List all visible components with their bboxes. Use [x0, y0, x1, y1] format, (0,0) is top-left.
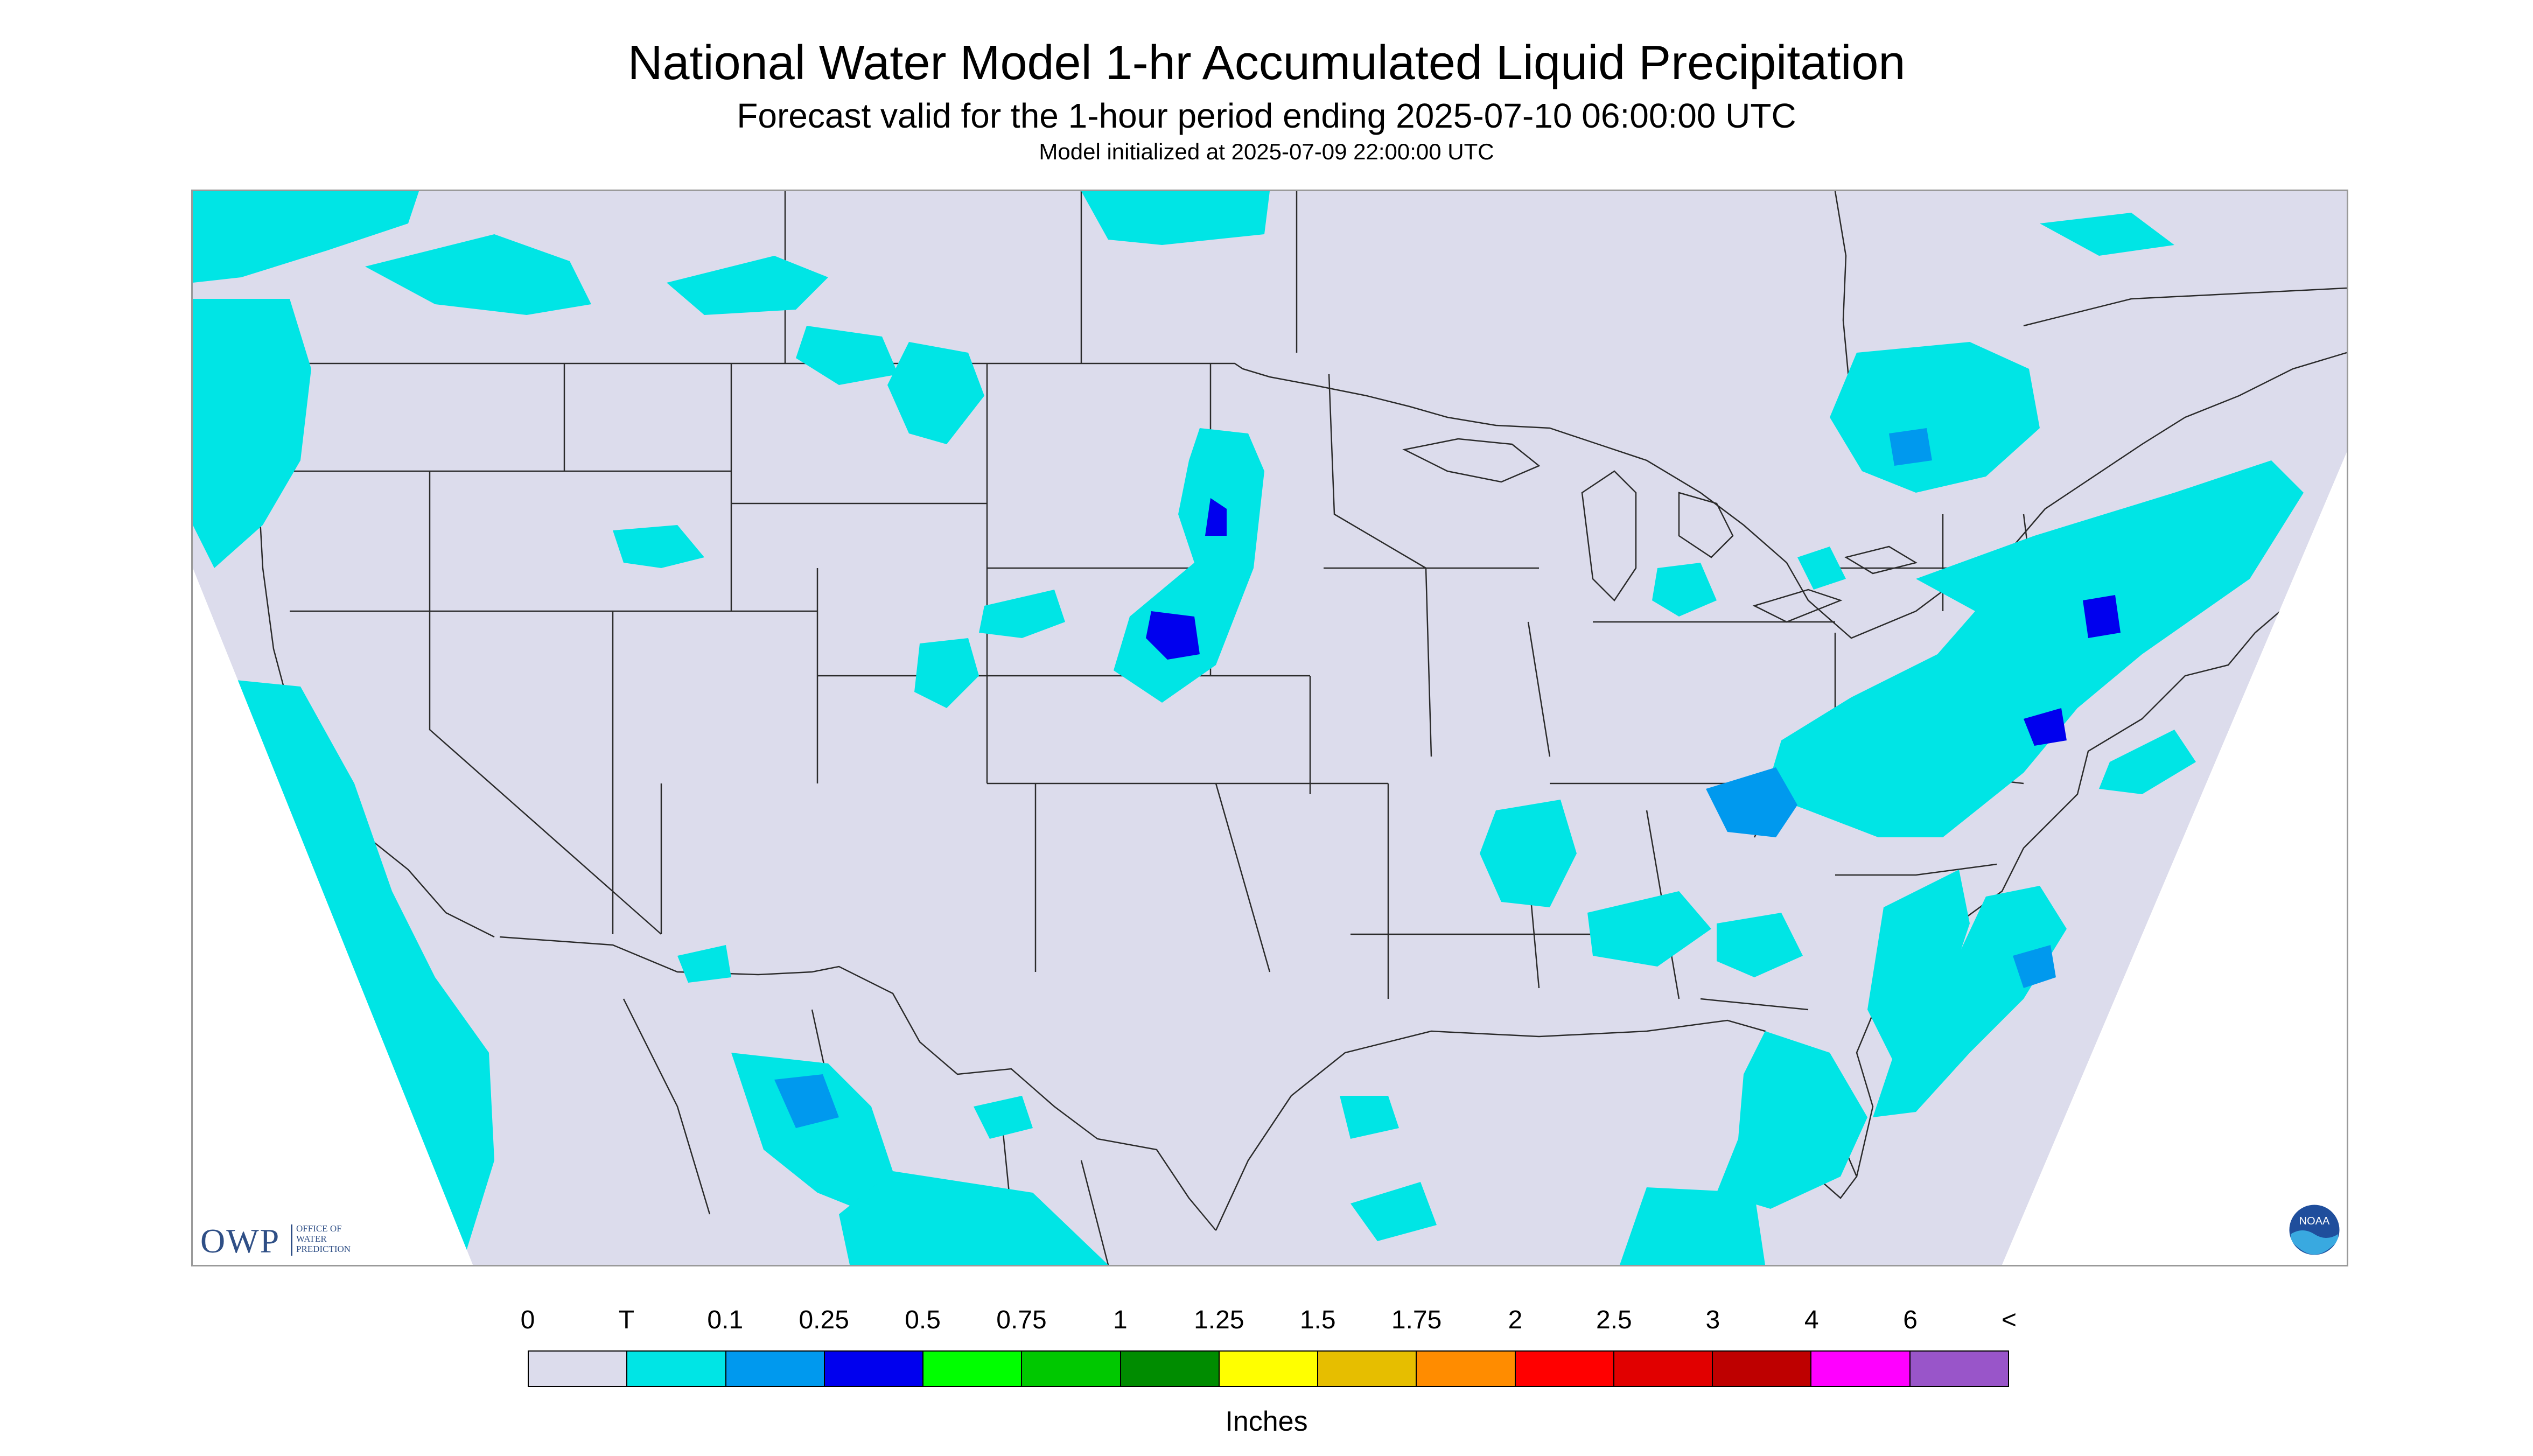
- precip-area: [1205, 498, 1227, 536]
- legend-tick-label: 2.5: [1596, 1306, 1632, 1334]
- legend-swatch: [1219, 1352, 1319, 1386]
- precip-area: [731, 1053, 893, 1214]
- legend-tick-label: 4: [1804, 1306, 1819, 1334]
- legend-swatch: [1910, 1352, 2008, 1386]
- noaa-logo: NOAA: [2287, 1203, 2341, 1257]
- map-canvas: [193, 191, 2347, 1265]
- precip-area: [1717, 913, 1803, 977]
- noaa-logo-text: NOAA: [2299, 1215, 2330, 1227]
- legend-swatch: [726, 1352, 825, 1386]
- precip-area: [1873, 886, 2067, 1117]
- east-coast: [1856, 567, 2347, 1177]
- precipitation-map: [191, 190, 2348, 1266]
- legend-tick-label: <: [2001, 1306, 2017, 1334]
- precip-area: [979, 590, 1065, 638]
- legend-swatch: [1713, 1352, 1812, 1386]
- precip-area: [796, 326, 898, 385]
- legend-swatch: [1417, 1352, 1516, 1386]
- outside-domain-right: [2002, 452, 2347, 1265]
- map-title: National Water Model 1-hr Accumulated Li…: [627, 36, 1906, 90]
- owp-logo-text: OWP: [200, 1222, 281, 1260]
- precip-area: [677, 945, 731, 983]
- precip-area: [667, 256, 828, 315]
- legend-tick-label: 0.5: [905, 1306, 941, 1334]
- forecast-valid-subtitle: Forecast valid for the 1-hour period end…: [737, 96, 1796, 135]
- legend-tick-label: 0.1: [707, 1306, 744, 1334]
- precip-area: [2013, 945, 2056, 988]
- precip-area: [974, 1096, 1033, 1139]
- gulf-coast: [1215, 1019, 1858, 1231]
- precip-area: [839, 1171, 1108, 1265]
- precip-area: [887, 342, 984, 444]
- legend-tick-label: 3: [1705, 1306, 1720, 1334]
- precip-area: [1889, 428, 1932, 466]
- legend-swatch: [1811, 1352, 1911, 1386]
- legend-tick-label: 6: [1903, 1306, 1918, 1334]
- precip-area: [1081, 191, 1270, 245]
- legend-swatch: [923, 1352, 1023, 1386]
- owp-logo-subtext: OFFICE OF WATER PREDICTION: [296, 1223, 351, 1254]
- legend-tick-label: T: [618, 1306, 635, 1334]
- legend-swatch: [627, 1352, 726, 1386]
- precip-area: [774, 1074, 839, 1128]
- precip-area: [2024, 708, 2067, 746]
- precip-area: [193, 191, 419, 283]
- legend-swatch: [1515, 1352, 1614, 1386]
- legend-swatch: [1318, 1352, 1417, 1386]
- outside-domain-left: [193, 568, 473, 1265]
- legend-swatch: [1121, 1352, 1220, 1386]
- legend-tick-label: 1.25: [1194, 1306, 1244, 1334]
- precip-area: [1706, 767, 1797, 837]
- precip-area: [1587, 891, 1711, 967]
- legend-tick-label: 0.25: [799, 1306, 849, 1334]
- owp-logo-divider: [291, 1224, 292, 1256]
- precip-area: [1830, 342, 2040, 493]
- precip-area: [2040, 213, 2174, 256]
- precip-area: [2099, 730, 2196, 794]
- precip-area: [914, 638, 979, 708]
- precip-area: [1797, 547, 1846, 590]
- precip-area: [1480, 800, 1577, 907]
- precip-area: [1340, 1096, 1399, 1139]
- legend-swatch: [824, 1352, 924, 1386]
- legend-swatch: [529, 1352, 628, 1386]
- legend-swatch: [1614, 1352, 1713, 1386]
- legend-tick-label: 1.75: [1391, 1306, 1442, 1334]
- us-canada-border: [193, 352, 2347, 639]
- legend-tick-label: 2: [1508, 1306, 1523, 1334]
- precip-area: [1717, 1031, 1867, 1209]
- precip-area: [1765, 460, 2304, 837]
- precip-area: [193, 299, 311, 568]
- precip-area: [365, 234, 591, 315]
- legend-colorbar: [528, 1350, 2009, 1387]
- legend-labels: 0 T 0.1 0.25 0.5 0.75 1 1.25 1.5 1.75 2 2.5 3 4 6 <: [521, 1305, 2533, 1338]
- model-init-caption: Model initialized at 2025-07-09 22:00:00…: [1039, 139, 1494, 164]
- great-lakes: [1402, 438, 1918, 623]
- precip-area: [1867, 870, 1970, 1063]
- precip-area: [2083, 595, 2121, 638]
- legend-tick-label: 1.5: [1299, 1306, 1336, 1334]
- precip-area: [1620, 1187, 1765, 1265]
- legend-swatch: [1022, 1352, 1121, 1386]
- precip-area: [1146, 611, 1200, 660]
- legend-tick-label: 0: [520, 1306, 535, 1334]
- legend-tick-label: 0.75: [996, 1306, 1047, 1334]
- legend-tick-label: 1: [1113, 1306, 1128, 1334]
- precip-area: [1652, 563, 1717, 617]
- precip-area: [1351, 1182, 1437, 1241]
- precip-area: [613, 525, 704, 568]
- legend-units: Inches: [1225, 1406, 1308, 1437]
